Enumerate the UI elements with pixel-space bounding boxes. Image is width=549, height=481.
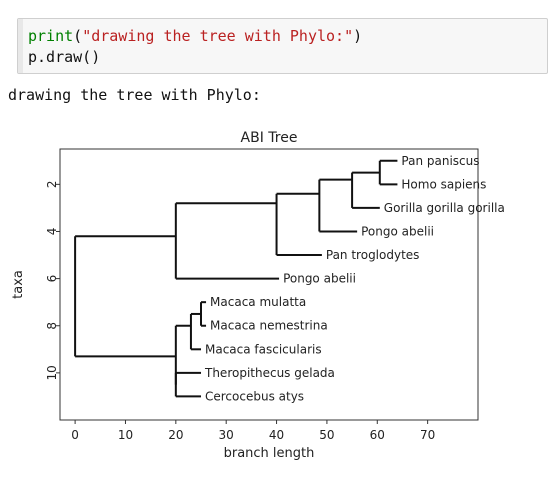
tree-chart: ABI Tree 0 10 20 30 40 50 60 70 2 4 6 8 10 branch leng… [11,130,505,461]
chart-title: ABI Tree [241,130,298,146]
x-tick-label: 20 [168,428,183,442]
x-tick-label: 30 [219,428,234,442]
leaf-label: Homo sapiens [401,177,486,191]
code-string-literal: "drawing the tree with Phylo:" [82,27,354,45]
leaf-label: Cercocebus atys [205,389,304,403]
code-line-1[interactable]: print("drawing the tree with Phylo:") [28,27,362,45]
leaf-label: Pongo abelii [283,272,356,286]
x-tick-label: 50 [319,428,334,442]
x-tick-label: 10 [118,428,133,442]
plot-frame [59,148,479,421]
leaf-label: Gorilla gorilla gorilla [384,201,505,215]
y-tick-label: 8 [45,322,59,330]
leaf-label: Macaca fascicularis [205,342,322,356]
code-cell[interactable]: print("drawing the tree with Phylo:") p.… [17,18,548,74]
x-tick-label: 70 [420,428,435,442]
leaf-label: Macaca nemestrina [210,319,328,333]
leaf-label: Theropithecus gelada [204,366,335,380]
y-tick-label: 2 [45,181,59,189]
x-tick-label: 60 [370,428,385,442]
leaf-label: Macaca mulatta [210,295,306,309]
leaf-label: Pongo abelii [361,224,434,238]
x-tick-label: 0 [71,428,79,442]
y-tick-label: 10 [45,365,59,380]
x-tick-label: 40 [269,428,284,442]
code-print-keyword: print [28,27,74,45]
y-tick-label: 4 [45,228,59,236]
y-tick-label: 6 [45,275,59,283]
code-open-paren: ( [73,27,83,45]
leaf-label: Pan paniscus [401,154,479,168]
leaf-label: Pan troglodytes [326,248,420,262]
code-line-2[interactable]: p.draw() [28,48,101,66]
x-axis-label: branch length [224,446,315,461]
cell-gutter [18,19,23,73]
cell-output-text: drawing the tree with Phylo: [8,86,261,104]
y-axis-label: taxa [11,270,26,299]
code-close-paren: ) [353,27,363,45]
